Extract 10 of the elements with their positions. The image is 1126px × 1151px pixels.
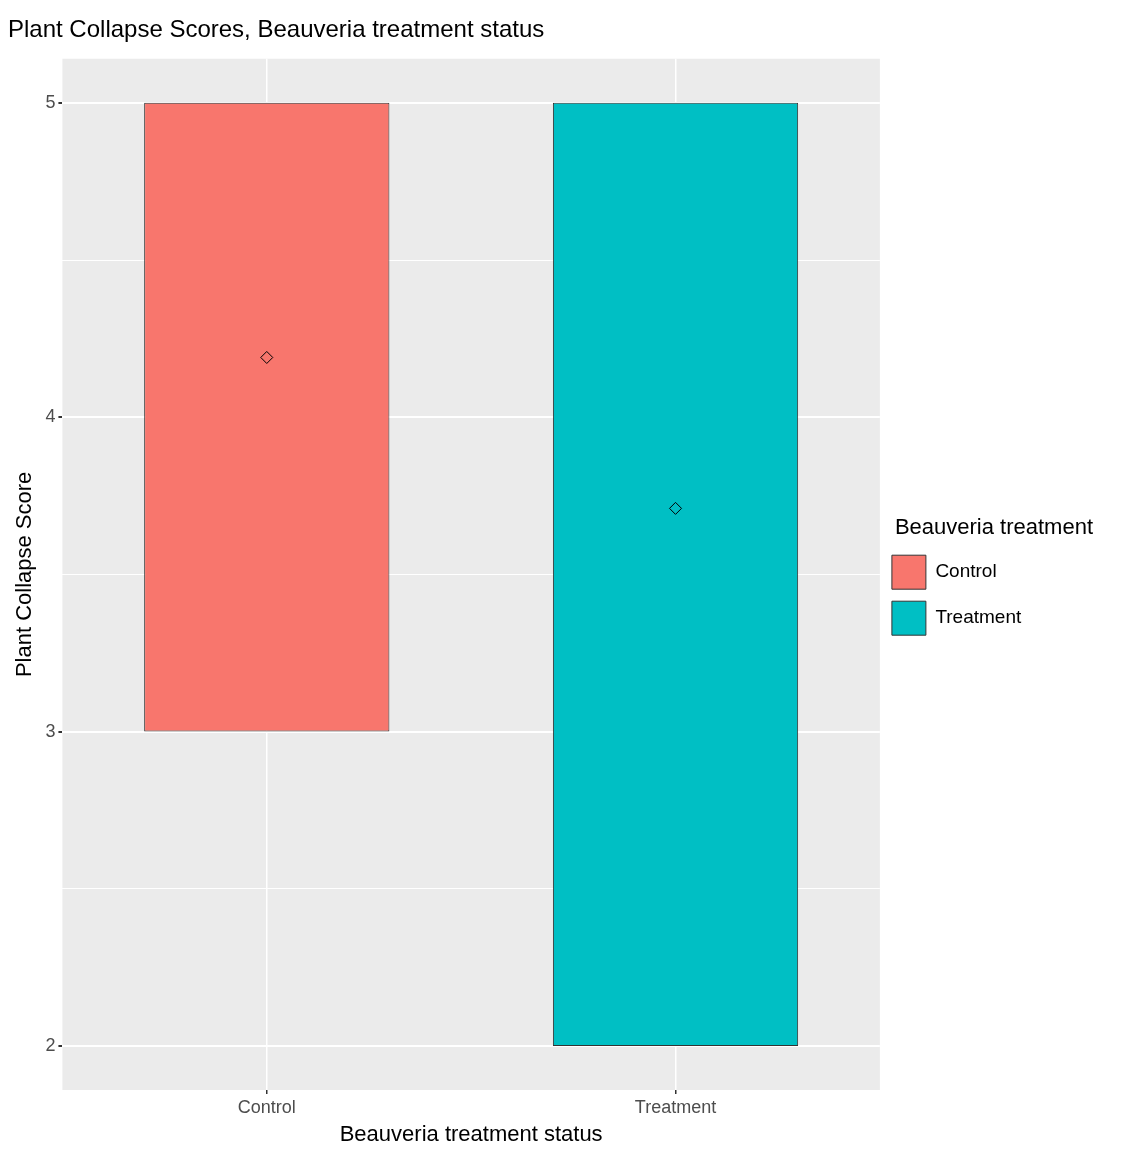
y-tick-label: 5 xyxy=(45,91,56,112)
x-axis-title: Beauveria treatment status xyxy=(339,1120,603,1146)
chart-title: Plant Collapse Scores, Beauveria treatment status xyxy=(8,15,545,43)
y-tick-label: 2 xyxy=(45,1034,56,1055)
y-tick-label: 3 xyxy=(45,720,56,741)
legend-label: Control xyxy=(935,560,997,582)
legend-label: Treatment xyxy=(935,606,1022,628)
y-axis-title: Plant Collapse Score xyxy=(11,471,37,678)
y-tick-label: 4 xyxy=(45,406,56,427)
legend-title: Beauveria treatment xyxy=(894,513,1093,539)
